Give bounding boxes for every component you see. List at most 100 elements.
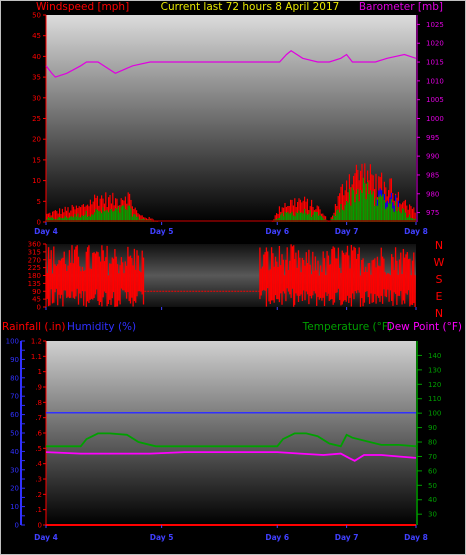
rainfall-tick-label: .4 — [35, 460, 42, 468]
windspeed-axis-title: Windspeed [mph] — [36, 1, 129, 13]
wind-barometer-panel: 0510152025303540455097598098599099510001… — [32, 12, 444, 237]
temperature-tick-label: 120 — [428, 381, 441, 389]
direction-tick-label: 45 — [32, 296, 41, 304]
temperature-tick-label: 100 — [428, 410, 441, 418]
rainfall-tick-label: .5 — [35, 445, 42, 453]
rainfall-tick-label: .7 — [35, 414, 42, 422]
humidity-tick-label: 70 — [10, 393, 19, 401]
humidity-tick-label: 10 — [10, 503, 19, 511]
temperature-line — [46, 432, 417, 448]
barometer-tick-label: 1010 — [426, 77, 444, 85]
windspeed-tick-label: 0 — [37, 219, 41, 227]
direction-tick-label: 225 — [28, 264, 41, 272]
humidity-axis-title: Humidity (%) — [67, 321, 136, 333]
windspeed-tick-label: 40 — [32, 53, 41, 61]
rainfall-tick-label: 1 — [38, 368, 42, 376]
rainfall-tick-label: 1.2 — [31, 338, 42, 346]
barometer-tick-label: 1020 — [426, 40, 444, 48]
direction-tick-label: 0 — [37, 304, 41, 312]
direction-tick-label: 315 — [28, 248, 41, 256]
barometer-tick-label: 1000 — [426, 115, 444, 123]
day-tick-label: Day 6 — [265, 533, 289, 542]
direction-tick-label: 90 — [32, 288, 41, 296]
dewpoint-line — [45, 451, 417, 462]
day-tick-label: Day 8 — [404, 533, 428, 542]
temperature-tick-label: 130 — [428, 366, 441, 374]
temperature-tick-label: 60 — [428, 467, 437, 475]
temperature-tick-label: 30 — [428, 511, 437, 519]
barometer-tick-label: 975 — [426, 209, 439, 217]
temperature-tick-label: 70 — [428, 453, 437, 461]
humidity-tick-label: 80 — [10, 374, 19, 382]
plot-area — [46, 15, 416, 222]
windspeed-tick-label: 15 — [32, 156, 41, 164]
temperature-tick-label: 140 — [428, 352, 441, 360]
chart-title: Current last 72 hours 8 April 2017 — [161, 1, 340, 13]
temperature-tick-label: 80 — [428, 439, 437, 447]
humidity-tick-label: 100 — [6, 338, 19, 346]
panel3-header: Rainfall (.in) Humidity (%) Temperature … — [2, 321, 462, 333]
day-tick-label: Day 8 — [404, 227, 428, 236]
temperature-tick-label: 50 — [428, 482, 437, 490]
rainfall-tick-label: .9 — [35, 384, 42, 392]
windspeed-tick-label: 25 — [32, 115, 41, 123]
barometer-tick-label: 985 — [426, 171, 439, 179]
humidity-tick-label: 40 — [10, 448, 19, 456]
rainfall-tick-label: .2 — [35, 491, 42, 499]
compass-label: N — [435, 307, 443, 320]
day-tick-label: Day 7 — [335, 227, 359, 236]
barometer-tick-label: 990 — [426, 153, 439, 161]
compass-label: N — [435, 239, 443, 252]
compass-label: S — [436, 273, 443, 286]
humidity-tick-label: 90 — [10, 356, 19, 364]
rainfall-axis-title: Rainfall (.in) — [2, 321, 65, 333]
day-tick-label: Day 4 — [34, 533, 58, 542]
compass-label: W — [434, 256, 445, 269]
windspeed-tick-label: 50 — [32, 12, 41, 20]
rainfall-tick-label: .6 — [35, 430, 42, 438]
windspeed-tick-label: 30 — [32, 94, 41, 102]
humidity-tick-label: 20 — [10, 485, 19, 493]
rainfall-tick-label: 1.1 — [31, 353, 42, 361]
temperature-tick-label: 40 — [428, 496, 437, 504]
humidity-tick-label: 0 — [15, 522, 19, 530]
direction-tick-label: 180 — [28, 272, 41, 280]
day-tick-label: Day 5 — [150, 227, 174, 236]
direction-tick-label: 135 — [28, 280, 41, 288]
rainfall-tick-label: .1 — [35, 506, 42, 514]
barometer-tick-label: 1015 — [426, 59, 444, 67]
temperature-axis-title: Temperature (°F) — [302, 321, 392, 333]
humidity-tick-label: 50 — [10, 430, 19, 438]
rainfall-tick-label: .3 — [35, 476, 42, 484]
compass-label: E — [436, 290, 443, 303]
rain-humidity-temperature-panel: 0 10 20 30 40 50 60 70 80 90 100 0 .1 .2 .3 .4 .5 .6 .7 .8.… — [6, 338, 442, 543]
day-tick-label: Day 5 — [150, 533, 174, 542]
windspeed-tick-label: 35 — [32, 74, 41, 82]
barometer-line — [45, 50, 417, 78]
day-tick-label: Day 7 — [335, 533, 359, 542]
temperature-tick-label: 90 — [428, 424, 437, 432]
humidity-tick-label: 30 — [10, 466, 19, 474]
rainfall-tick-label: .8 — [35, 399, 42, 407]
windspeed-tick-label: 45 — [32, 32, 41, 40]
barometer-tick-label: 1025 — [426, 21, 444, 29]
direction-tick-label: 360 — [28, 241, 41, 249]
barometer-tick-label: 980 — [426, 190, 439, 198]
temperature-tick-label: 110 — [428, 395, 441, 403]
windspeed-tick-label: 20 — [32, 136, 41, 144]
barometer-tick-label: 1005 — [426, 96, 444, 104]
day-tick-label: Day 4 — [34, 227, 58, 236]
windspeed-tick-label: 10 — [32, 177, 41, 185]
header: Windspeed [mph] Current last 72 hours 8 … — [36, 1, 443, 13]
dewpoint-axis-title: Dew Point (°F) — [387, 321, 462, 333]
windspeed-tick-label: 5 — [37, 198, 41, 206]
day-tick-label: Day 6 — [265, 227, 289, 236]
humidity-tick-label: 60 — [10, 411, 19, 419]
rainfall-tick-label: 0 — [38, 522, 42, 530]
barometer-axis-title: Barometer [mb] — [359, 1, 443, 13]
direction-tick-label: 270 — [28, 256, 41, 264]
barometer-tick-label: 995 — [426, 134, 439, 142]
